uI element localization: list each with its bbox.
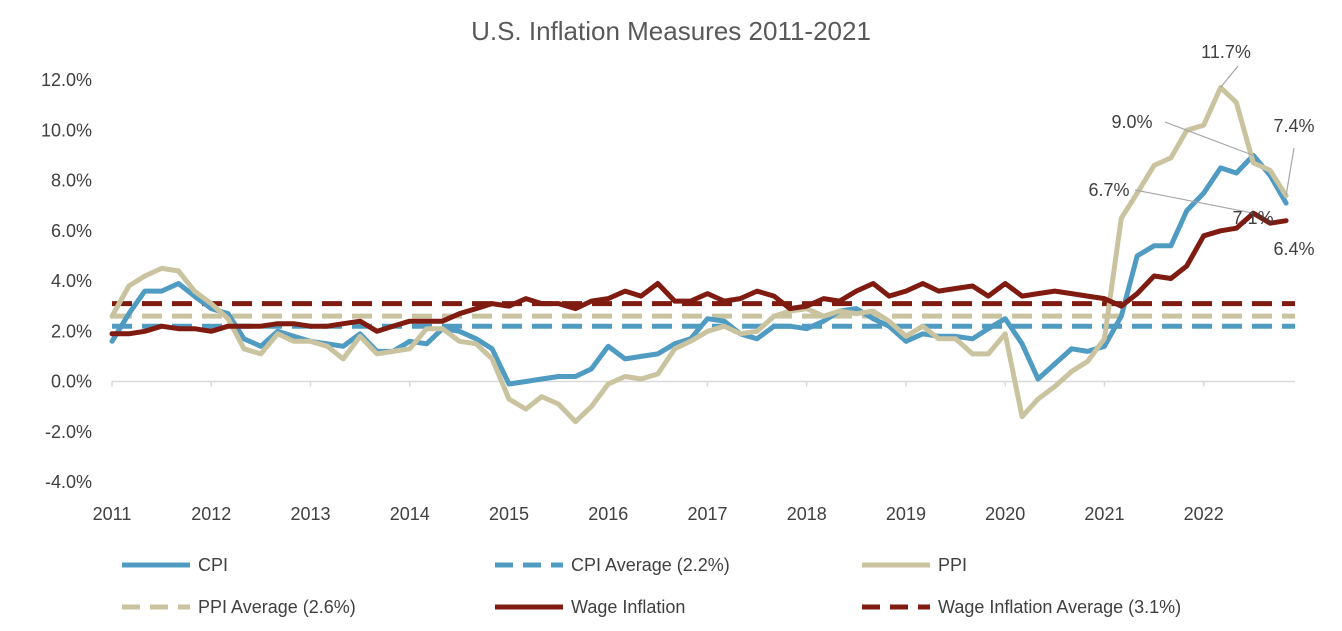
x-tick-label: 2022 — [1184, 504, 1224, 524]
x-tick-label: 2016 — [588, 504, 628, 524]
ppi-series-line — [109, 85, 1289, 425]
legend-label-wage-inflation: Wage Inflation — [571, 597, 685, 617]
y-tick-label: 6.0% — [51, 221, 92, 241]
series-layer — [109, 85, 1295, 425]
y-tick-label: 12.0% — [41, 70, 92, 90]
x-tick-label: 2012 — [191, 504, 231, 524]
x-tick-label: 2020 — [985, 504, 1025, 524]
annotation-leader-line — [1285, 147, 1295, 196]
x-tick-label: 2018 — [787, 504, 827, 524]
legend-label-wage-inflation-average-3-1: Wage Inflation Average (3.1%) — [938, 597, 1181, 617]
chart-title: U.S. Inflation Measures 2011-2021 — [471, 16, 871, 46]
x-tick-label: 2021 — [1084, 504, 1124, 524]
wage-inflation-series-line — [109, 210, 1289, 337]
data-label: 9.0% — [1111, 112, 1152, 132]
annotation-leader-line — [1134, 189, 1254, 214]
x-tick-label: 2017 — [687, 504, 727, 524]
x-tick-label: 2019 — [886, 504, 926, 524]
legend-label-cpi: CPI — [198, 555, 228, 575]
y-tick-label: 0.0% — [51, 372, 92, 392]
legend: CPI CPI Average (2.2%) PPI PPI Average (2.6… — [122, 555, 1181, 617]
x-tick-label: 2013 — [290, 504, 330, 524]
y-tick-label: 4.0% — [51, 271, 92, 291]
data-label: 6.4% — [1273, 239, 1314, 259]
data-label: 7.4% — [1273, 116, 1314, 136]
legend-label-cpi-average-2-2: CPI Average (2.2%) — [571, 555, 730, 575]
y-tick-label: -4.0% — [45, 472, 92, 492]
annotation-leader-line — [1164, 121, 1254, 156]
data-label: 6.7% — [1088, 180, 1129, 200]
x-tick-label: 2011 — [93, 504, 132, 524]
x-axis: 2011 2012 2013 2014 2015 2016 2017 2018 2019 2020… — [93, 380, 1295, 524]
y-tick-label: 10.0% — [41, 120, 92, 140]
data-label: 11.7% — [1201, 42, 1251, 62]
legend-label-ppi-average-2-6: PPI Average (2.6%) — [198, 597, 356, 617]
y-axis-ticks: -4.0% -2.0% 0.0% 2.0% 4.0% 6.0% 8.0% 10.0% 12.0% — [41, 70, 92, 492]
annotation-layer: 11.7% 9.0% 7.4% 6.7% 7.1%6.4% — [1088, 42, 1314, 259]
annotation-leader-line — [1220, 65, 1239, 88]
data-label: 7.1% — [1232, 208, 1273, 228]
y-tick-label: 2.0% — [51, 321, 92, 341]
y-tick-label: 8.0% — [51, 171, 92, 191]
y-tick-label: -2.0% — [45, 422, 92, 442]
legend-label-ppi: PPI — [938, 555, 967, 575]
x-tick-label: 2014 — [390, 504, 430, 524]
x-tick-label: 2015 — [489, 504, 529, 524]
